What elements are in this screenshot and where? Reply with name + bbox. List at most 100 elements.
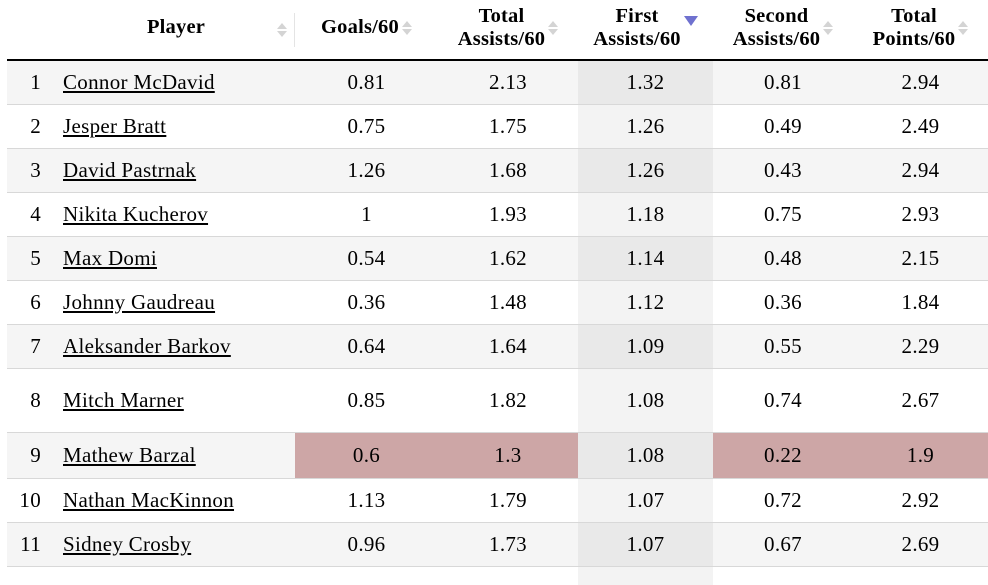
goals60-cell: 0.81 [295, 59, 438, 104]
col-header-rank [7, 0, 57, 61]
first_assists60-cell: 1.18 [578, 191, 713, 236]
col-header-player[interactable]: Player [57, 0, 295, 61]
player-cell: Connor McDavid [57, 59, 295, 104]
total_points60-cell: 2.67 [853, 367, 988, 432]
first_assists60-cell: 1.08 [578, 431, 713, 478]
player-link[interactable]: David Pastrnak [63, 157, 197, 182]
rank-cell: 4 [7, 191, 57, 236]
player-cell: Jesper Bratt [57, 103, 295, 148]
table-row: 7 Aleksander Barkov 0.64 1.64 1.09 0.55 2.29 [7, 323, 988, 368]
rank-cell: 3 [7, 147, 57, 192]
rank-cell: 10 [7, 477, 57, 522]
second_assists60-cell: 0.22 [713, 431, 853, 478]
second_assists60-cell: 0.74 [713, 367, 853, 432]
player-link[interactable]: Nikita Kucherov [63, 201, 209, 226]
col-header-first-assists-per-60[interactable]: First Assists/60 [578, 0, 713, 61]
player-link[interactable]: Max Domi [63, 245, 157, 270]
total_points60-cell: 1.9 [853, 431, 988, 478]
table-row: 10 Nathan MacKinnon 1.13 1.79 1.07 0.72 2.92 [7, 477, 988, 522]
goals60-cell: 1 [295, 191, 438, 236]
first_assists60-cell: 1.12 [578, 279, 713, 324]
empty-cell [295, 565, 438, 585]
sort-toggle-icon [401, 20, 412, 35]
col-header-total-points-per-60[interactable]: Total Points/60 [853, 0, 988, 61]
player-link[interactable]: Connor McDavid [63, 69, 215, 94]
player-link[interactable]: Aleksander Barkov [63, 333, 231, 358]
player-cell: Max Domi [57, 235, 295, 280]
goals60-cell: 0.64 [295, 323, 438, 368]
player-cell: Johnny Gaudreau [57, 279, 295, 324]
empty-cell [578, 565, 713, 585]
first_assists60-cell: 1.07 [578, 477, 713, 522]
total_assists60-cell: 1.62 [438, 235, 578, 280]
col-label-goals: Goals/60 [321, 16, 399, 38]
goals60-cell: 0.54 [295, 235, 438, 280]
goals60-cell: 0.6 [295, 431, 438, 478]
second_assists60-cell: 0.81 [713, 59, 853, 104]
total_points60-cell: 2.29 [853, 323, 988, 368]
player-cell: Mathew Barzal [57, 431, 295, 478]
total_points60-cell: 2.94 [853, 147, 988, 192]
second_assists60-cell: 0.48 [713, 235, 853, 280]
rank-cell: 6 [7, 279, 57, 324]
rank-cell: 1 [7, 59, 57, 104]
empty-cell [438, 565, 578, 585]
total_assists60-cell: 1.75 [438, 103, 578, 148]
player-link[interactable]: Mathew Barzal [63, 442, 196, 467]
col-header-goals-per-60[interactable]: Goals/60 [295, 0, 438, 61]
col-label-total-points: Total Points/60 [872, 4, 956, 50]
table-row: 4 Nikita Kucherov 1 1.93 1.18 0.75 2.93 [7, 191, 988, 236]
goals60-cell: 0.75 [295, 103, 438, 148]
empty-cell [7, 565, 57, 585]
total_assists60-cell: 1.64 [438, 323, 578, 368]
player-cell: David Pastrnak [57, 147, 295, 192]
second_assists60-cell: 0.72 [713, 477, 853, 522]
total_assists60-cell: 2.13 [438, 59, 578, 104]
table-row: 5 Max Domi 0.54 1.62 1.14 0.48 2.15 [7, 235, 988, 280]
player-link[interactable]: Sidney Crosby [63, 531, 192, 556]
col-header-total-assists-per-60[interactable]: Total Assists/60 [438, 0, 578, 61]
table-row: 1 Connor McDavid 0.81 2.13 1.32 0.81 2.94 [7, 59, 988, 104]
table-row: 2 Jesper Bratt 0.75 1.75 1.26 0.49 2.49 [7, 103, 988, 148]
rank-cell: 9 [7, 431, 57, 478]
second_assists60-cell: 0.75 [713, 191, 853, 236]
player-cell: Nathan MacKinnon [57, 477, 295, 522]
sort-toggle-icon [958, 20, 969, 35]
sort-desc-indicator-icon [683, 15, 698, 26]
total_points60-cell: 2.93 [853, 191, 988, 236]
rank-cell: 11 [7, 521, 57, 566]
table-row: 3 David Pastrnak 1.26 1.68 1.26 0.43 2.94 [7, 147, 988, 192]
header-row: Player Goals/60 [7, 0, 988, 61]
total_assists60-cell: 1.79 [438, 477, 578, 522]
rank-cell: 7 [7, 323, 57, 368]
sort-toggle-icon [548, 20, 559, 35]
player-link[interactable]: Jesper Bratt [63, 113, 167, 138]
col-header-second-assists-per-60[interactable]: Second Assists/60 [713, 0, 853, 61]
empty-cell [57, 565, 295, 585]
first_assists60-cell: 1.09 [578, 323, 713, 368]
table-row: 11 Sidney Crosby 0.96 1.73 1.07 0.67 2.69 [7, 521, 988, 566]
player-link[interactable]: Nathan MacKinnon [63, 487, 235, 512]
player-link[interactable]: Johnny Gaudreau [63, 289, 216, 314]
first_assists60-cell: 1.14 [578, 235, 713, 280]
total_points60-cell: 1.84 [853, 279, 988, 324]
empty-cell [713, 565, 853, 585]
player-cell: Nikita Kucherov [57, 191, 295, 236]
table-body: 1 Connor McDavid 0.81 2.13 1.32 0.81 2.94 2 Jesp… [7, 59, 988, 585]
goals60-cell: 1.26 [295, 147, 438, 192]
partial-row [7, 565, 988, 585]
col-label-first-assists: First Assists/60 [593, 4, 681, 50]
player-link[interactable]: Mitch Marner [63, 387, 184, 412]
stats-table: Player Goals/60 [7, 0, 988, 585]
rank-cell: 8 [7, 367, 57, 432]
empty-cell [853, 565, 988, 585]
column-divider [294, 13, 295, 47]
second_assists60-cell: 0.67 [713, 521, 853, 566]
total_assists60-cell: 1.68 [438, 147, 578, 192]
first_assists60-cell: 1.08 [578, 367, 713, 432]
goals60-cell: 1.13 [295, 477, 438, 522]
second_assists60-cell: 0.55 [713, 323, 853, 368]
total_points60-cell: 2.94 [853, 59, 988, 104]
sort-toggle-icon [277, 22, 287, 37]
sort-toggle-icon [823, 20, 834, 35]
